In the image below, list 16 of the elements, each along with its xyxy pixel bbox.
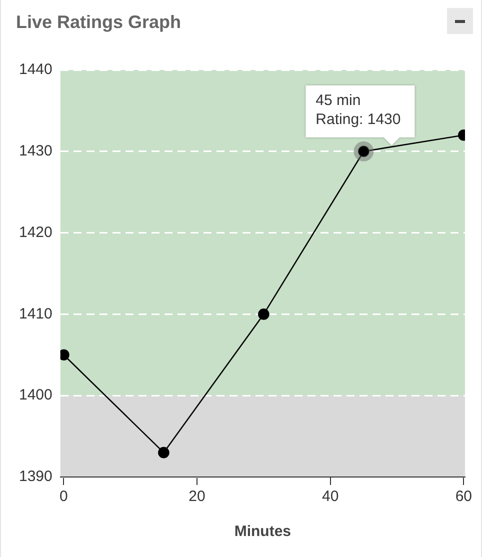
x-tick-label: 0 [60, 488, 68, 506]
y-tick-label: 1390 [18, 468, 52, 486]
annotation: Rating: 1430 [316, 111, 401, 128]
x-tick-label: 60 [455, 488, 472, 506]
x-tick-label: 40 [322, 488, 339, 506]
chart-title: Live Ratings Graph [16, 12, 182, 33]
y-tick-label: 1420 [18, 224, 52, 241]
y-tick-label: 1410 [18, 305, 52, 322]
annotation: 45 min [316, 92, 361, 110]
x-axis-title: Minutes [234, 523, 292, 540]
point [158, 446, 170, 458]
point [258, 308, 270, 320]
x-tick-label: 20 [188, 488, 206, 506]
y-tick-label: 1400 [18, 386, 52, 404]
y-tick-label: 1430 [18, 142, 52, 160]
y-tick-label: 1440 [18, 61, 52, 78]
